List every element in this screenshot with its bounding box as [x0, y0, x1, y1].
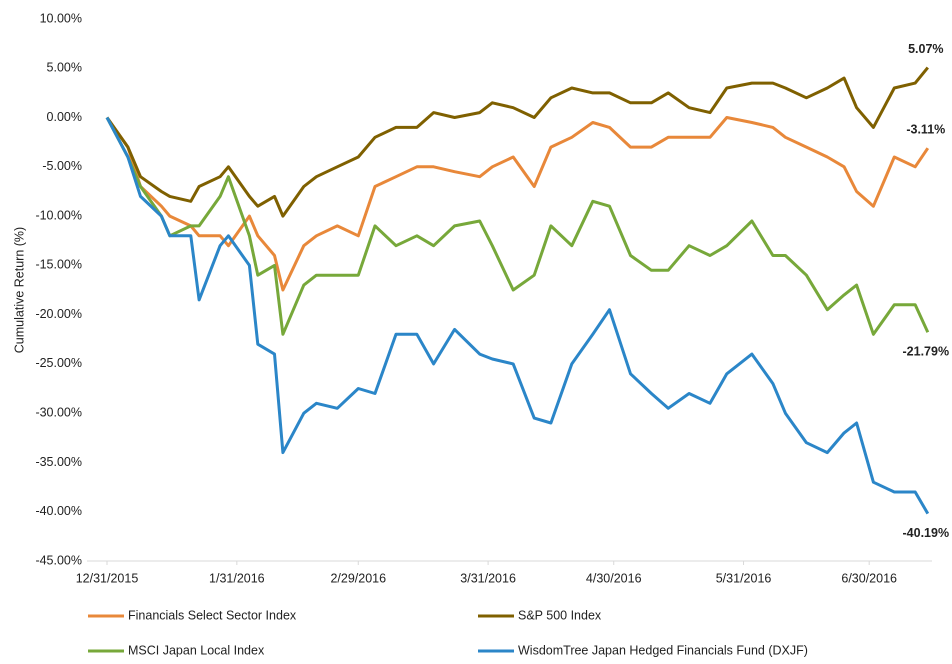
y-tick-label: -45.00% — [35, 553, 82, 567]
legend-label: WisdomTree Japan Hedged Financials Fund … — [518, 643, 808, 657]
y-tick-label: 5.00% — [47, 61, 82, 75]
end-label: -40.19% — [903, 526, 950, 540]
y-tick-label: -5.00% — [42, 159, 82, 173]
series-line — [105, 66, 929, 218]
x-tick-label: 12/31/2015 — [76, 571, 139, 585]
y-tick-label: -40.00% — [35, 504, 82, 518]
y-tick-label: 10.00% — [40, 11, 82, 25]
x-tick-label: 5/31/2016 — [716, 571, 772, 585]
y-tick-label: 0.00% — [47, 110, 82, 124]
series-line — [105, 116, 930, 515]
x-tick-label: 1/31/2016 — [209, 571, 265, 585]
end-label: -3.11% — [906, 122, 945, 136]
series-line — [105, 116, 930, 336]
y-tick-label: -10.00% — [35, 208, 82, 222]
legend-label: MSCI Japan Local Index — [128, 643, 265, 657]
y-tick-label: -15.00% — [35, 258, 82, 272]
x-tick-label: 4/30/2016 — [586, 571, 642, 585]
series-line — [105, 116, 930, 292]
x-tick-label: 2/29/2016 — [330, 571, 386, 585]
end-label: -21.79% — [903, 345, 950, 359]
y-tick-label: -35.00% — [35, 455, 82, 469]
legend-label: Financials Select Sector Index — [128, 608, 297, 622]
y-tick-label: -25.00% — [35, 356, 82, 370]
legend-label: S&P 500 Index — [518, 608, 602, 622]
y-tick-label: -30.00% — [35, 405, 82, 419]
end-label: 5.07% — [908, 42, 943, 56]
y-axis-title: Cumulative Return (%) — [12, 227, 26, 353]
x-tick-label: 6/30/2016 — [841, 571, 897, 585]
x-tick-label: 3/31/2016 — [460, 571, 516, 585]
y-tick-label: -20.00% — [35, 307, 82, 321]
